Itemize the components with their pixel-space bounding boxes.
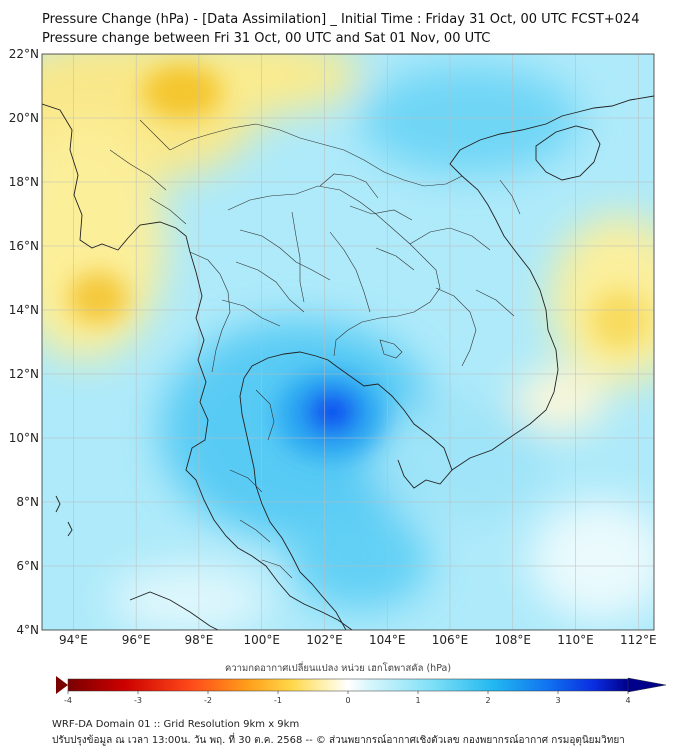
colorbar-tick-label: -3 bbox=[134, 696, 142, 705]
coastlines bbox=[42, 95, 654, 630]
lon-label: 102°E bbox=[306, 633, 343, 647]
map-subtitle: Pressure change between Fri 31 Oct, 00 U… bbox=[42, 31, 491, 46]
lat-label: 4°N bbox=[16, 623, 39, 637]
colorbar-tick-label: -1 bbox=[274, 696, 282, 705]
lon-label: 98°E bbox=[184, 633, 213, 647]
lon-label: 94°E bbox=[59, 633, 88, 647]
lon-label: 108°E bbox=[495, 633, 532, 647]
latitude-labels: 4°N 6°N 8°N 10°N 12°N 14°N 16°N 18°N 20°N 22°N bbox=[9, 47, 39, 637]
lat-label: 20°N bbox=[9, 111, 39, 125]
lat-label: 14°N bbox=[9, 303, 39, 317]
plot-frame bbox=[41, 53, 655, 631]
longitude-labels: 94°E 96°E 98°E 100°E 102°E 104°E 106°E 108°E 110… bbox=[59, 633, 657, 647]
colorbar-tick-label: 3 bbox=[555, 696, 560, 705]
graticule bbox=[42, 54, 654, 630]
lat-label: 18°N bbox=[9, 175, 39, 189]
colorbar-tick-label: -2 bbox=[204, 696, 212, 705]
pressure-change-map: 4°N 6°N 8°N 10°N 12°N 14°N 16°N 18°N 20°N 22°N 94… bbox=[9, 47, 667, 705]
pressure-field bbox=[42, 54, 654, 630]
lon-label: 96°E bbox=[122, 633, 151, 647]
lat-label: 16°N bbox=[9, 239, 39, 253]
footer-update-info: ปรับปรุงข้อมูล ณ เวลา 13:00น. วัน พฤ. ที… bbox=[52, 735, 625, 746]
colorbar-tick-label: -4 bbox=[64, 696, 72, 705]
colorbar: -4 -3 -2 -1 0 1 2 3 4 bbox=[56, 676, 667, 705]
lon-label: 110°E bbox=[557, 633, 594, 647]
footer-model-info: WRF-DA Domain 01 :: Grid Resolution 9km … bbox=[52, 719, 300, 730]
colorbar-tick-label: 0 bbox=[345, 696, 350, 705]
map-title: Pressure Change (hPa) - [Data Assimilati… bbox=[42, 12, 640, 27]
borders bbox=[109, 119, 521, 579]
lat-label: 6°N bbox=[16, 559, 39, 573]
colorbar-title: ความกดอากาศเปลี่ยนแปลง หน่วย เฮกโตพาสคัล… bbox=[224, 663, 452, 674]
lat-label: 22°N bbox=[9, 47, 39, 61]
colorbar-tick-label: 2 bbox=[485, 696, 490, 705]
lon-label: 112°E bbox=[620, 633, 657, 647]
lon-label: 104°E bbox=[369, 633, 406, 647]
colorbar-tick-label: 1 bbox=[415, 696, 420, 705]
lon-label: 100°E bbox=[243, 633, 280, 647]
lat-label: 10°N bbox=[9, 431, 39, 445]
lat-label: 8°N bbox=[16, 495, 39, 509]
lat-label: 12°N bbox=[9, 367, 39, 381]
lon-label: 106°E bbox=[432, 633, 469, 647]
colorbar-tick-label: 4 bbox=[625, 696, 630, 705]
